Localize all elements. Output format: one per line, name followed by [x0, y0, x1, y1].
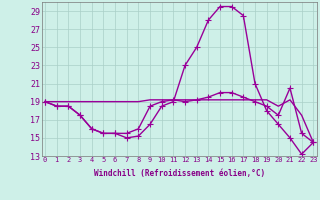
X-axis label: Windchill (Refroidissement éolien,°C): Windchill (Refroidissement éolien,°C) — [94, 169, 265, 178]
